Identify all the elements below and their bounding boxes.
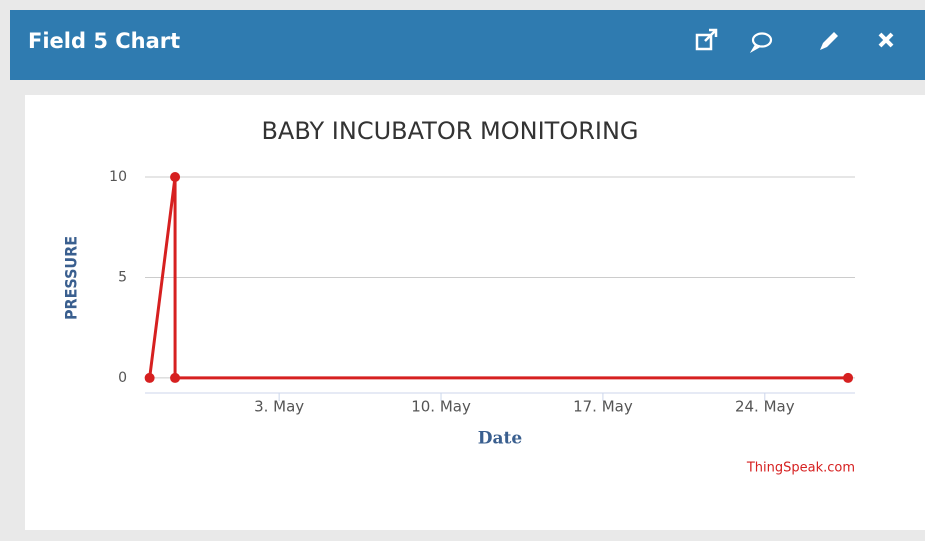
y-tick-label: 5 [118,269,127,285]
y-tick-label: 0 [118,370,127,386]
series-line [148,176,849,380]
x-axis-label: Date [478,429,523,449]
widget-title: Field 5 Chart [28,29,180,53]
y-axis-label: PRESSURE [62,236,81,320]
x-tick-label: 17. May [573,398,633,416]
x-tick-label: 3. May [254,398,304,416]
x-tick-label: 24. May [735,398,795,416]
close-icon[interactable] [878,32,894,48]
data-point [170,172,181,182]
x-tick-label: 10. May [411,398,471,416]
y-tick-label: 10 [109,169,127,185]
data-point [843,372,854,383]
data-point [170,372,181,383]
comment-icon[interactable] [749,32,773,54]
data-point [144,372,155,383]
open-icon[interactable] [695,28,718,51]
header-bar [10,10,925,80]
chart-title: BABY INCUBATOR MONITORING [261,117,638,145]
credit: ThingSpeak.com [746,461,855,476]
edit-icon[interactable] [820,32,838,50]
